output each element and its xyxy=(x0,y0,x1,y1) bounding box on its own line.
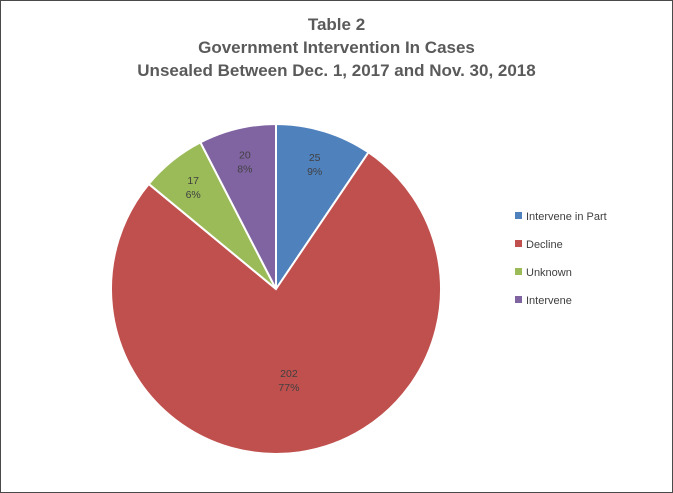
legend-swatch-unknown xyxy=(515,268,522,275)
data-label-value-unknown: 17 xyxy=(187,175,199,187)
legend-swatch-intervene xyxy=(515,296,522,303)
data-label-percent-decline: 77% xyxy=(278,382,299,394)
data-label-percent-unknown: 6% xyxy=(186,189,201,201)
pie-slices xyxy=(110,122,442,455)
legend-label-unknown: Unknown xyxy=(526,267,572,279)
chart-title-line-3: Unsealed Between Dec. 1, 2017 and Nov. 3… xyxy=(137,61,536,80)
data-label-percent-intervene-in-part: 9% xyxy=(307,166,322,178)
legend-swatch-intervene-in-part xyxy=(515,212,522,219)
legend-label-intervene: Intervene xyxy=(526,295,572,307)
pie-slice-decline xyxy=(110,150,442,455)
legend-label-intervene-in-part: Intervene in Part xyxy=(526,211,607,223)
pie-slice-intervene-in-part xyxy=(275,122,370,293)
legend: Intervene in Part Decline Unknown Intervene xyxy=(515,211,607,307)
legend-label-decline: Decline xyxy=(526,239,563,251)
data-label-value-intervene: 20 xyxy=(239,150,251,162)
data-label-value-decline: 202 xyxy=(280,368,298,380)
chart-title-line-2: Government Intervention In Cases xyxy=(198,38,475,57)
data-label-value-intervene-in-part: 25 xyxy=(309,152,321,164)
chart-title-line-1: Table 2 xyxy=(307,15,366,34)
data-label-percent-intervene: 8% xyxy=(237,164,252,176)
pie-slice-intervene xyxy=(199,122,277,290)
legend-swatch-decline xyxy=(515,240,522,247)
pie-data-labels: 25 9% 202 77% 17 6% 20 8% xyxy=(186,150,323,394)
